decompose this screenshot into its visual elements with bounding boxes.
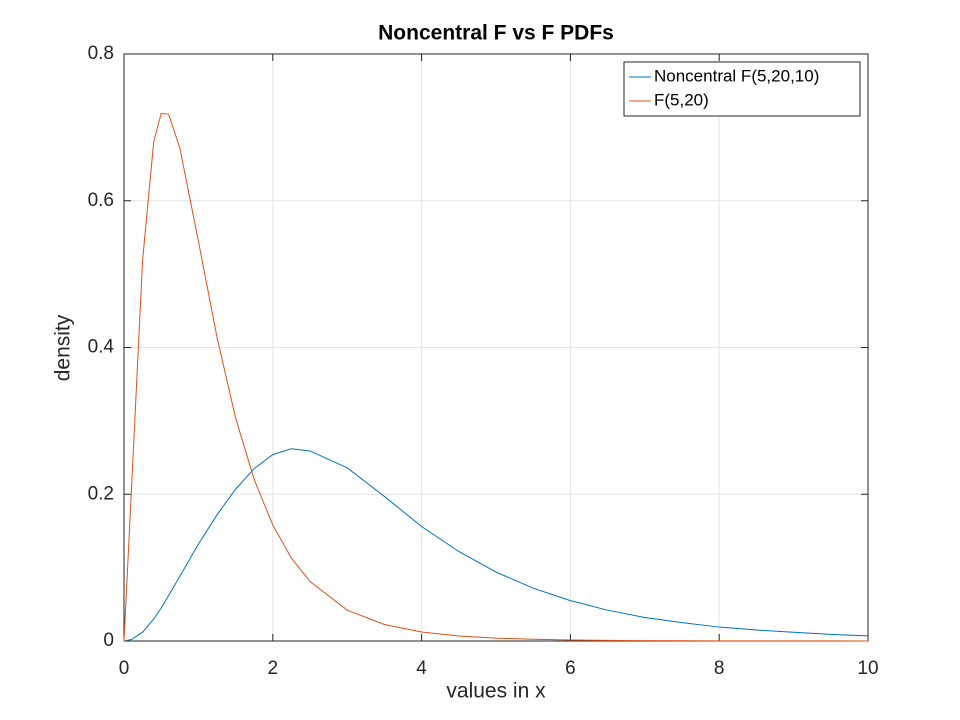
y-tick-label: 0.2 xyxy=(88,483,114,504)
legend-label: Noncentral F(5,20,10) xyxy=(654,66,819,85)
x-tick-label: 2 xyxy=(268,658,279,679)
x-tick-label: 0 xyxy=(119,658,130,679)
x-tick-label: 6 xyxy=(565,658,576,679)
y-tick-label: 0.6 xyxy=(88,190,114,211)
legend-box xyxy=(623,61,861,117)
x-axis-label: values in x xyxy=(446,680,546,703)
chart-title: Noncentral F vs F PDFs xyxy=(378,22,614,45)
y-tick-label: 0 xyxy=(103,630,114,651)
legend: Noncentral F(5,20,10) F(5,20) xyxy=(623,61,861,117)
plot-frame xyxy=(123,53,869,642)
x-tick-label: 4 xyxy=(416,658,427,679)
series-line xyxy=(123,448,869,642)
y-tick-label: 0.4 xyxy=(88,337,115,358)
series-line xyxy=(123,112,869,642)
legend-label: F(5,20) xyxy=(654,90,709,109)
x-tick-label: 8 xyxy=(714,658,725,679)
x-tick-label: 10 xyxy=(857,658,878,679)
y-tick-label: 0.8 xyxy=(88,43,114,64)
y-axis-label: density xyxy=(52,314,75,381)
